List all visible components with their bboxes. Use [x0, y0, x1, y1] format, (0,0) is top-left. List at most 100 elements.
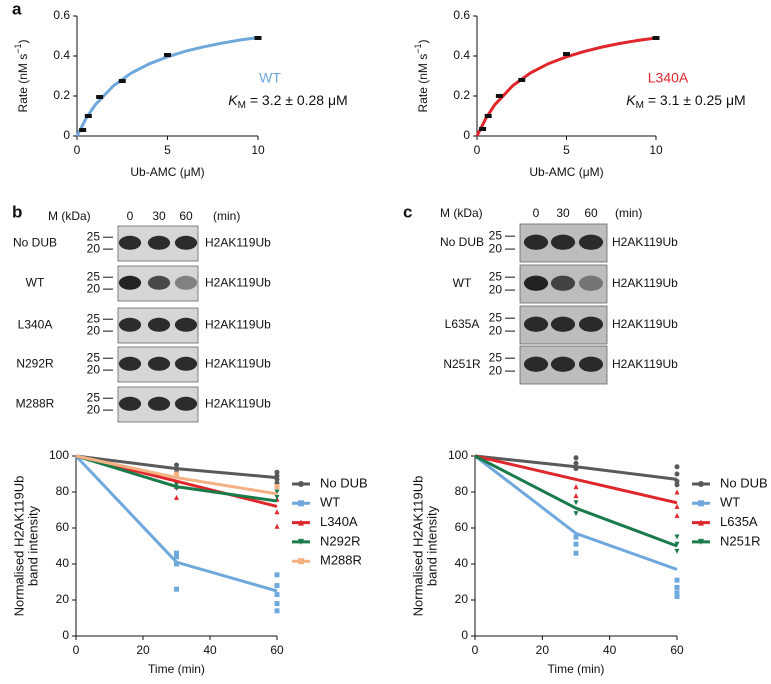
marker: [674, 548, 680, 554]
y-tick-label: 40: [56, 556, 70, 570]
blot-band: [147, 275, 171, 290]
marker: [174, 561, 179, 567]
series-line: [474, 454, 678, 548]
y-tick-label: 0.4: [453, 48, 470, 62]
blot-row-label: M288R: [16, 397, 55, 411]
marker: [698, 538, 704, 545]
marker: [298, 519, 304, 526]
y-axis-label: band intensity: [25, 505, 40, 586]
x-tick-label: 0: [472, 643, 479, 657]
blot-time: 60: [179, 209, 193, 223]
marker: [174, 494, 179, 500]
blot-band: [118, 317, 142, 332]
blot-target: H2AK119Ub: [205, 276, 271, 290]
marker: [674, 503, 680, 509]
marker: [174, 554, 179, 560]
blot-time: 0: [127, 209, 134, 223]
y-tick-label: 0.4: [53, 48, 70, 62]
blot-size-marker: 20: [489, 241, 503, 255]
blot-size-marker: 25: [87, 311, 101, 325]
blot-size-marker: 20: [489, 323, 503, 337]
blot-size-marker: 20: [87, 402, 101, 416]
blot-target: H2AK119Ub: [205, 318, 271, 332]
marker: [674, 464, 680, 470]
data-point: [96, 95, 104, 99]
blot-band: [550, 316, 576, 332]
series-line: [75, 454, 278, 496]
y-axis-label: Rate (nM s−1): [413, 40, 430, 113]
y-tick-label: 60: [56, 520, 70, 534]
marker: [174, 550, 179, 556]
blot-row-label: N292R: [16, 357, 54, 371]
marker: [573, 455, 579, 461]
annotation-symbol: K: [228, 92, 238, 108]
data-point: [164, 53, 171, 57]
blot-size-marker: 20: [87, 323, 101, 337]
data-point: [254, 36, 262, 40]
blot-target: H2AK119Ub: [612, 357, 678, 371]
marker: [573, 500, 579, 506]
blot-band: [550, 234, 576, 250]
marker: [274, 608, 280, 614]
x-axis-label: Time (min): [548, 662, 605, 676]
y-tick-label: 60: [455, 520, 469, 534]
blot-band: [174, 396, 198, 411]
x-tick-label: 10: [251, 143, 265, 157]
blot-band: [118, 396, 142, 411]
blot-row-label: L340A: [18, 318, 53, 332]
series-label: L340A: [648, 70, 689, 86]
blot-band: [118, 235, 142, 250]
marker: [674, 590, 680, 596]
marker: [674, 541, 680, 547]
series-line: [74, 454, 278, 593]
y-axis-label: band intensity: [424, 505, 439, 586]
marker: [573, 550, 579, 556]
blot-band: [550, 275, 576, 291]
blot-row-label: No DUB: [13, 236, 57, 250]
marker: [573, 460, 579, 466]
y-tick-label: 80: [56, 484, 70, 498]
marker: [174, 482, 179, 488]
blot-band: [578, 275, 604, 291]
x-tick-label: 0: [73, 643, 80, 657]
data-point: [479, 127, 487, 131]
blot-size-marker: 25: [87, 390, 101, 404]
blot-row-label: N251R: [443, 357, 481, 371]
annotation-text: = 3.1 ± 0.25 μM: [644, 92, 746, 108]
marker: [274, 484, 280, 490]
blot-size-marker: 20: [489, 363, 503, 377]
data-point: [79, 128, 87, 132]
fit-curve: [75, 36, 259, 137]
series-line: [474, 454, 678, 571]
y-tick-label: 0.2: [453, 88, 470, 102]
marker: [274, 469, 280, 475]
series-line: [75, 454, 278, 503]
y-tick-label: 100: [448, 448, 468, 462]
blot-marker-header: M (kDa): [440, 206, 483, 220]
annotation: KM = 3.1 ± 0.25 μM: [626, 92, 745, 111]
blot-band: [550, 356, 576, 372]
annotation-text: = 3.2 ± 0.28 μM: [246, 92, 348, 108]
y-label-text: ): [16, 40, 30, 44]
blot-size-marker: 25: [87, 229, 101, 243]
annotation-subscript: M: [238, 100, 246, 111]
legend-label: L340A: [320, 514, 358, 529]
blot-band: [174, 356, 198, 371]
data-point: [518, 78, 526, 82]
marker: [298, 481, 304, 487]
blot-target: H2AK119Ub: [612, 235, 678, 249]
y-tick-label: 80: [455, 484, 469, 498]
blot-target: H2AK119Ub: [612, 276, 678, 290]
marker: [274, 494, 280, 500]
blot-band: [118, 356, 142, 371]
blot-band: [174, 275, 198, 290]
blot-band: [147, 317, 171, 332]
legend-label: No DUB: [320, 475, 368, 490]
data-point: [118, 79, 126, 83]
marker: [573, 534, 579, 540]
y-axis-label: Rate (nM s−1): [13, 40, 30, 113]
x-tick-label: 20: [536, 643, 550, 657]
y-label-text: Rate (nM s: [416, 54, 430, 113]
y-tick-label: 0.6: [53, 8, 70, 22]
